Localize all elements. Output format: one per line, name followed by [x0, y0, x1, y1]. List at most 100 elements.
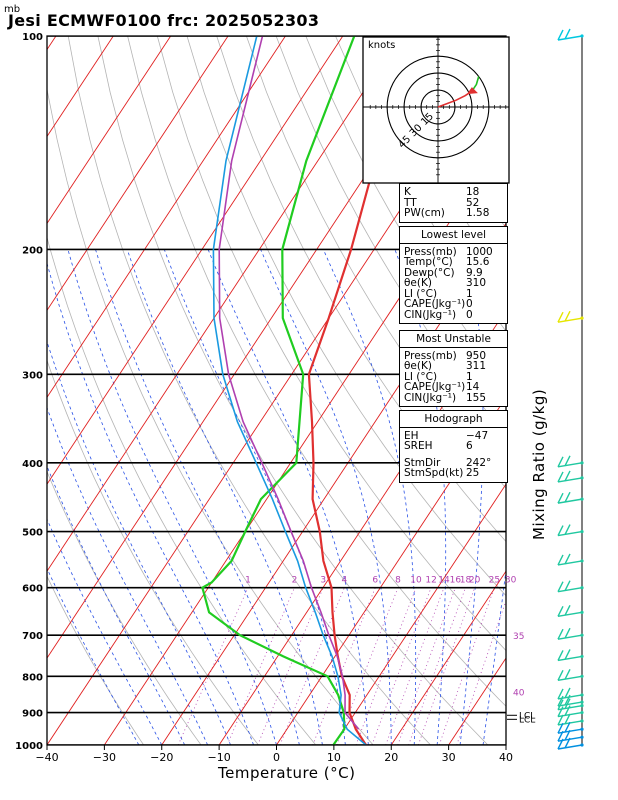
- temperature-tick-label: −40: [35, 751, 58, 764]
- mixing-ratio-line: [408, 587, 466, 745]
- mixing-ratio-tick-label: 10: [410, 576, 422, 586]
- wind-barb-dot: [580, 654, 584, 659]
- pressure-unit-label: mb: [4, 4, 21, 15]
- wind-barb-flag: [557, 688, 564, 700]
- wind-barb-flag: [557, 628, 564, 640]
- wind-barb-flag: [564, 524, 571, 535]
- wind-barb: [557, 675, 583, 681]
- temperature-tick-label: −30: [93, 751, 116, 764]
- dry-adiabat: [156, 36, 506, 652]
- wind-barb-dot: [580, 700, 584, 704]
- dry-adiabat: [246, 36, 506, 489]
- wind-barb: [557, 744, 583, 750]
- mixing-ratio-tick-label: 16: [450, 576, 462, 586]
- mixing-ratio-tick-label: 18: [460, 576, 472, 586]
- parcel-lowest-line: [212, 36, 367, 745]
- wind-barb-flag: [557, 525, 564, 536]
- mixing-ratio-tick-label: 1: [245, 576, 251, 586]
- wind-barb-dot: [580, 633, 584, 637]
- wind-barb: [557, 611, 583, 618]
- lowest-row: θe(K) 310: [404, 277, 487, 289]
- pressure-tick-label: 600: [22, 584, 43, 595]
- mu-row: Press(mb) 950: [404, 349, 487, 362]
- mixing-ratio-tick-label: 25: [489, 576, 500, 586]
- wind-barb-dot: [580, 529, 584, 534]
- mixing-ratio-tick-label: 30: [505, 576, 517, 586]
- wind-barb-flag: [564, 605, 571, 616]
- indices-table: K 18 TT 52 PW(cm) 1.58: [399, 183, 508, 223]
- moist-adiabat: [47, 340, 231, 745]
- wind-barb-flag: [564, 694, 571, 706]
- wind-barb-flag: [557, 738, 564, 750]
- isotherm: [161, 222, 506, 745]
- isotherm: [47, 36, 286, 399]
- wind-barb-flag: [564, 668, 571, 680]
- moist-adiabat: [47, 518, 163, 745]
- isotherm: [47, 36, 344, 486]
- pressure-tick-label: 700: [22, 631, 43, 642]
- isotherm: [47, 36, 172, 225]
- hodograph-table-title: Hodograph: [400, 411, 507, 428]
- wind-barb-dot: [580, 693, 584, 697]
- pressure-tick-label: 800: [22, 672, 43, 683]
- wind-barb-dot: [580, 610, 584, 614]
- wind-barb-flag: [564, 627, 571, 639]
- mixing-ratio-tick-label: 12: [425, 576, 436, 586]
- lowest-level-table: Lowest level Press(mb) 1000 Temp(°C) 15.6 …: [399, 226, 508, 324]
- wind-barb-dot: [580, 719, 584, 723]
- mixing-ratio-tick-label: 8: [395, 576, 401, 586]
- wind-barb-flag: [557, 554, 564, 566]
- x-axis-label: Temperature (°C): [218, 764, 356, 782]
- moist-adiabat: [47, 406, 209, 745]
- wind-barb: [557, 634, 583, 640]
- wind-barb-flag: [564, 310, 571, 322]
- pressure-tick-label: 200: [22, 245, 43, 256]
- wind-barb-flag: [557, 456, 564, 468]
- mixing-ratio-label: Mixing Ratio (g/kg): [530, 388, 548, 540]
- lcl-label: LCL: [519, 715, 535, 725]
- moist-adiabat: [47, 261, 254, 745]
- wind-barb: [557, 35, 583, 41]
- mixing-ratio-tick-label: 6: [372, 576, 378, 586]
- index-row-tt: TT 52: [404, 196, 480, 209]
- wind-barb-dot: [580, 586, 584, 590]
- moist-adiabat: [95, 249, 300, 745]
- wind-barb-flag: [557, 29, 564, 41]
- wind-barb: [557, 701, 583, 707]
- hodo-row: EH −47: [404, 429, 489, 442]
- wind-barb-flag: [564, 698, 571, 709]
- wind-barb-flag: [564, 491, 571, 503]
- lowest-row: CAPE(Jkg⁻¹) 0: [404, 298, 473, 310]
- wind-barb-flag: [564, 580, 571, 592]
- wind-barb-dot: [580, 476, 584, 480]
- wind-barb: [557, 655, 583, 662]
- mu-row: CAPE(Jkg⁻¹) 14: [404, 381, 480, 393]
- wind-barb: [557, 560, 583, 566]
- lowest-row: LI (°C) 1: [404, 287, 473, 300]
- hodograph-unit-label: knots: [368, 40, 395, 51]
- temperature-tick-label: 10: [327, 751, 341, 764]
- wind-barb: [557, 317, 583, 323]
- wind-barb-flag: [557, 730, 564, 742]
- pressure-tick-label: 100: [22, 32, 43, 43]
- mixing-ratio-line: [397, 587, 456, 745]
- index-row-pw: PW(cm) 1.58: [404, 207, 490, 219]
- most-unstable-title: Most Unstable: [400, 331, 507, 348]
- mu-row: θe(K) 311: [404, 360, 487, 372]
- temperature-tick-label: −10: [208, 751, 231, 764]
- wind-barb-dot: [580, 461, 584, 465]
- mixing-ratio-line: [456, 599, 506, 745]
- wind-barb-flag: [564, 687, 571, 699]
- dry-adiabat: [186, 36, 506, 597]
- wind-barb-dot: [580, 727, 584, 731]
- pressure-tick-label: 300: [22, 370, 43, 381]
- wind-barb-flag: [557, 606, 564, 617]
- wind-barb-flag: [564, 649, 571, 660]
- mixing-ratio-line: [177, 587, 249, 745]
- dry-adiabat: [127, 36, 506, 707]
- wind-barb: [557, 498, 583, 504]
- wind-barb-dot: [580, 735, 584, 739]
- wind-barb-dot: [580, 497, 584, 501]
- pressure-tick-label: 500: [22, 528, 43, 539]
- hodograph-box: [362, 36, 510, 184]
